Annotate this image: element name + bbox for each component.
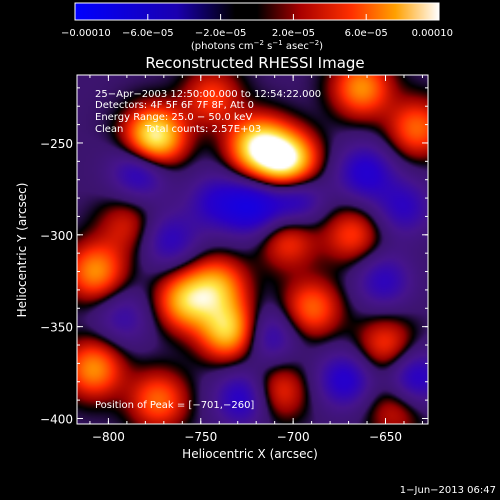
annotation-peak: Position of Peak = [−701,−260] (95, 400, 254, 411)
plot-frame (76, 74, 429, 425)
chart-title: Reconstructed RHESSI Image (145, 54, 364, 72)
footer-date: 1−Jun−2013 06:47 (400, 485, 496, 496)
colorbar-ticks: −0.00010 −6.0e−05 −2.0e−05 2.0e−05 6.0e−05 0.… (61, 14, 453, 39)
annotation-energy: Energy Range: 25.0 − 50.0 keV (95, 112, 252, 123)
x-tick-label: −650 (369, 430, 402, 444)
colorbar-tick-label: −0.00010 (61, 28, 111, 39)
colorbar-tick-label: 0.00010 (412, 28, 453, 39)
x-axis-ticks: −800 −750 −700 −650 (89, 75, 423, 444)
y-axis-label: Heliocentric Y (arcsec) (15, 183, 29, 318)
annotation-method: Clean (95, 124, 123, 135)
x-tick-label: −750 (184, 430, 217, 444)
y-tick-label: −300 (40, 229, 73, 243)
colorbar-gradient (74, 2, 440, 21)
colorbar: −0.00010 −6.0e−05 −2.0e−05 2.0e−05 6.0e−05 0.… (61, 2, 453, 52)
y-tick-label: −400 (40, 412, 73, 426)
annotation-time-range: 25−Apr−2003 12:50:00.000 to 12:54:22.000 (95, 89, 321, 100)
colorbar-tick-label: −2.0e−05 (195, 28, 247, 39)
x-axis-label: Heliocentric X (arcsec) (182, 447, 318, 461)
y-tick-label: −350 (40, 321, 73, 335)
colorbar-tick-label: 2.0e−05 (272, 28, 315, 39)
x-tick-label: −800 (92, 430, 125, 444)
annotation-detectors: Detectors: 4F 5F 6F 7F 8F, Att 0 (95, 100, 254, 111)
colorbar-tick-label: 6.0e−05 (345, 28, 388, 39)
annotation-counts: Total counts: 2.57E+03 (144, 124, 261, 135)
x-tick-label: −700 (277, 430, 310, 444)
colorbar-tick-label: −6.0e−05 (122, 28, 174, 39)
y-axis-ticks: −400 −350 −300 −250 (40, 87, 428, 426)
colorbar-unit-label: (photons cm−2 s−1 asec−2) (191, 39, 323, 52)
heatmap-area (77, 75, 428, 424)
info-annotations: 25−Apr−2003 12:50:00.000 to 12:54:22.000… (95, 89, 321, 411)
y-tick-label: −250 (40, 137, 73, 151)
heatmap-image (77, 75, 428, 424)
